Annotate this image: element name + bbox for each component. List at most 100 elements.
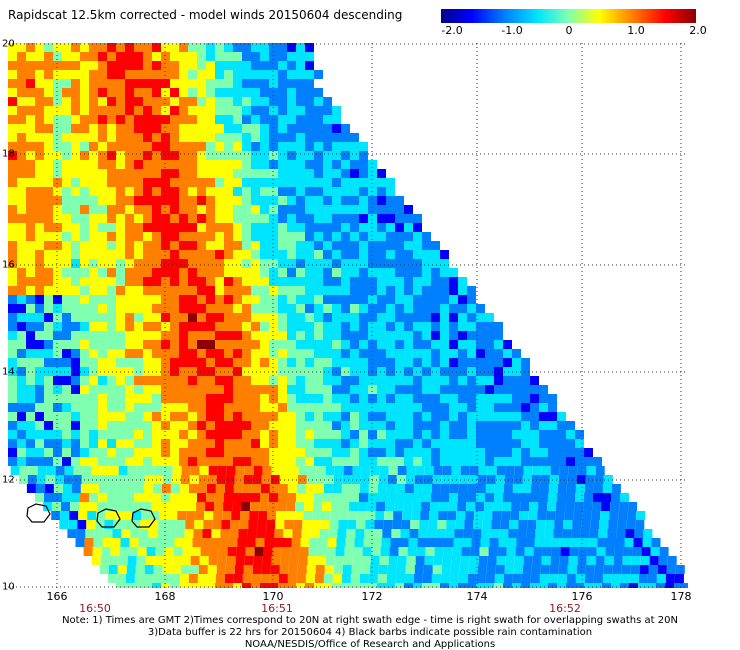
swath-cell	[64, 466, 74, 475]
swath-cell	[62, 106, 71, 115]
swath-cell	[458, 358, 467, 367]
swath-cell	[481, 529, 491, 538]
swath-cell	[251, 79, 260, 88]
swath-cell	[422, 403, 431, 412]
swath-cell	[296, 394, 305, 403]
swath-cell	[8, 115, 17, 124]
swath-cell	[305, 187, 314, 196]
swath-cell	[134, 241, 143, 250]
swath-cell	[161, 430, 170, 439]
swath-cell	[395, 286, 404, 295]
swath-cell	[141, 511, 151, 520]
swath-cell	[71, 97, 80, 106]
swath-cell	[412, 502, 422, 511]
swath-cell	[188, 250, 197, 259]
swath-cell	[323, 133, 332, 142]
swath-cell	[10, 466, 20, 475]
swath-cell	[215, 457, 224, 466]
swath-cell	[242, 430, 251, 439]
swath-cell	[530, 583, 539, 588]
swath-cell	[341, 313, 350, 322]
swath-cell	[125, 142, 134, 151]
swath-cell	[62, 241, 71, 250]
swath-cell	[116, 160, 125, 169]
swath-cell	[600, 511, 610, 520]
swath-cell	[80, 133, 89, 142]
swath-cell	[152, 277, 161, 286]
swath-cell	[323, 286, 332, 295]
swath-cell	[341, 583, 350, 588]
swath-cell	[143, 385, 152, 394]
swath-cell	[413, 340, 422, 349]
swath-cell	[35, 439, 44, 448]
swath-cell	[80, 223, 89, 232]
swath-cell	[389, 547, 399, 556]
swath-cell	[98, 106, 107, 115]
swath-cell	[431, 340, 440, 349]
swath-cell	[602, 484, 612, 493]
swath-cell	[467, 583, 476, 588]
swath-cell	[476, 376, 485, 385]
swath-cell	[89, 70, 98, 79]
swath-cell	[152, 286, 161, 295]
swath-cell	[566, 421, 575, 430]
swath-cell	[305, 115, 314, 124]
swath-cell	[333, 475, 343, 484]
swath-cell	[296, 79, 305, 88]
swath-cell	[642, 538, 652, 547]
swath-cell	[341, 403, 350, 412]
swath-cell	[251, 403, 260, 412]
swath-cell	[242, 241, 251, 250]
swath-cell	[287, 97, 296, 106]
swath-cell	[577, 556, 587, 565]
swath-cell	[641, 547, 651, 556]
swath-cell	[431, 412, 440, 421]
swath-cell	[278, 430, 287, 439]
swath-cell	[237, 538, 247, 547]
swath-cell	[503, 412, 512, 421]
swath-cell	[521, 448, 530, 457]
swath-cell	[62, 376, 71, 385]
swath-cell	[152, 376, 161, 385]
swath-cell	[503, 358, 512, 367]
swath-cell	[287, 250, 296, 259]
swath-cell	[89, 142, 98, 151]
swath-cell	[559, 466, 569, 475]
swath-cell	[467, 493, 476, 502]
swath-cell	[350, 187, 359, 196]
swath-cell	[89, 439, 98, 448]
swath-cell	[26, 367, 35, 376]
swath-cell	[152, 223, 161, 232]
swath-cell	[188, 259, 197, 268]
swath-cell	[332, 358, 341, 367]
swath-cell	[521, 403, 530, 412]
swath-cell	[81, 475, 91, 484]
swath-cell	[422, 250, 431, 259]
swath-cell	[100, 466, 110, 475]
swath-cell	[8, 97, 17, 106]
colorbar-label: 2.0	[689, 24, 707, 37]
swath-cell	[242, 448, 251, 457]
swath-cell	[233, 61, 242, 70]
swath-cell	[35, 322, 44, 331]
swath-cell	[17, 70, 26, 79]
swath-cell	[530, 439, 539, 448]
page-title: Rapidscat 12.5km corrected - model winds…	[8, 8, 403, 22]
swath-cell	[17, 88, 26, 97]
swath-cell	[422, 583, 431, 588]
swath-cell	[152, 484, 162, 493]
swath-cell	[242, 385, 251, 394]
swath-cell	[107, 88, 116, 97]
swath-cell	[514, 466, 524, 475]
swath-cell	[152, 349, 161, 358]
y-tick: 12	[2, 474, 15, 486]
swath-cell	[8, 214, 17, 223]
swath-cell	[179, 394, 188, 403]
swath-cell	[494, 583, 503, 588]
swath-cell	[125, 196, 134, 205]
swath-cell	[449, 277, 458, 286]
swath-cell	[566, 484, 576, 493]
swath-cell	[53, 232, 62, 241]
swath-cell	[17, 196, 26, 205]
swath-cell	[197, 88, 206, 97]
